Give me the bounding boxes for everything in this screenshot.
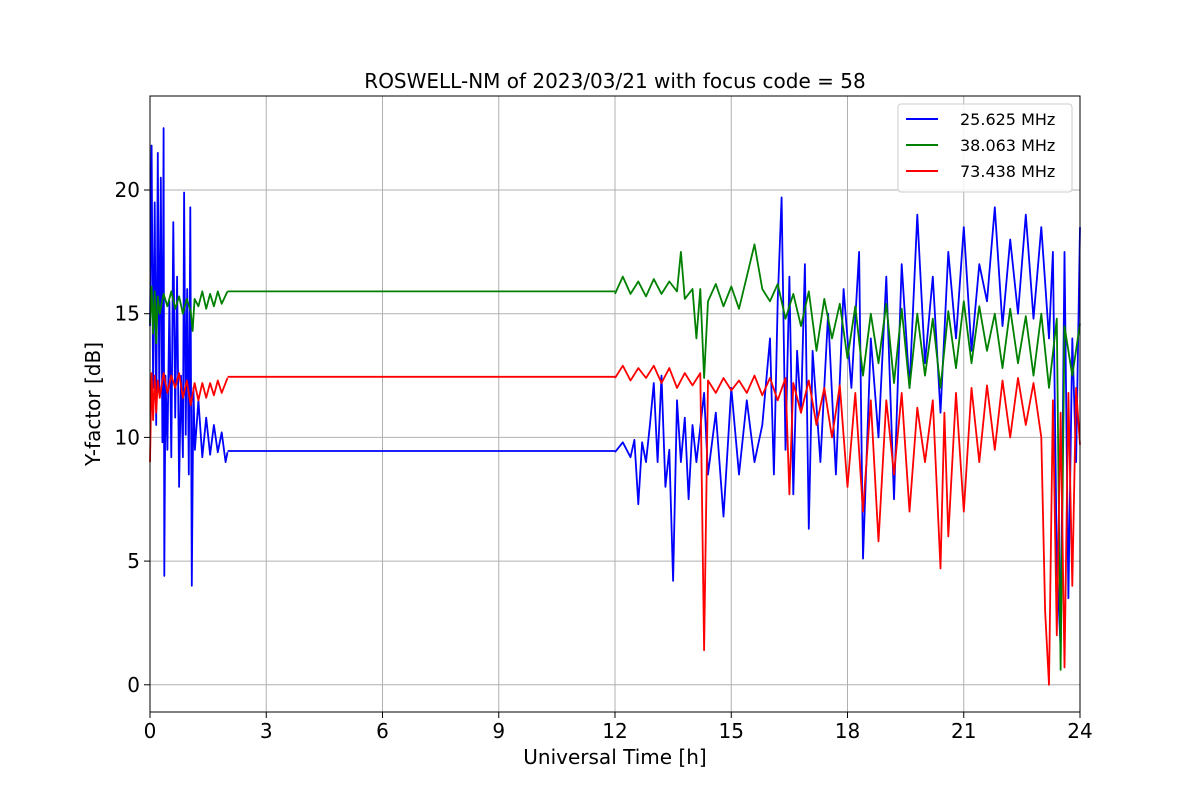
- x-tick-label: 6: [376, 719, 389, 743]
- x-tick-label: 24: [1067, 719, 1092, 743]
- series-line: [614, 243, 1081, 671]
- series-line: [149, 285, 229, 345]
- series-1: [149, 127, 1081, 649]
- x-tick-label: 3: [260, 719, 273, 743]
- y-axis-label: Y-factor [dB]: [81, 342, 105, 467]
- series-line: [149, 372, 229, 463]
- y-tick-label: 10: [115, 425, 140, 449]
- axis-ticks: 0 3 6 9 12 15 18 21 24 0 5 10 15 20: [115, 178, 1093, 743]
- x-tick-label: 0: [144, 719, 157, 743]
- legend-box: [897, 103, 1073, 193]
- series-line: [149, 127, 229, 587]
- legend-label: 38.063 MHz: [960, 136, 1055, 155]
- x-tick-label: 12: [602, 719, 627, 743]
- legend-label: 73.438 MHz: [960, 162, 1055, 181]
- series-line: [614, 196, 1081, 649]
- series-3: [149, 364, 1081, 686]
- x-tick-label: 18: [835, 719, 860, 743]
- y-tick-label: 0: [127, 673, 140, 697]
- series-lines: [149, 127, 1081, 686]
- y-tick-label: 15: [115, 302, 140, 326]
- chart-title: ROSWELL-NM of 2023/03/21 with focus code…: [364, 69, 865, 93]
- series-2: [149, 243, 1081, 671]
- y-tick-label: 20: [115, 178, 140, 202]
- series-line: [614, 364, 1081, 686]
- x-tick-label: 21: [951, 719, 976, 743]
- y-tick-label: 5: [127, 549, 140, 573]
- x-tick-label: 9: [492, 719, 505, 743]
- x-tick-label: 15: [719, 719, 744, 743]
- legend-label: 25.625 MHz: [960, 110, 1055, 129]
- x-axis-label: Universal Time [h]: [523, 745, 706, 769]
- legend: 25.625 MHz 38.063 MHz 73.438 MHz: [897, 103, 1073, 193]
